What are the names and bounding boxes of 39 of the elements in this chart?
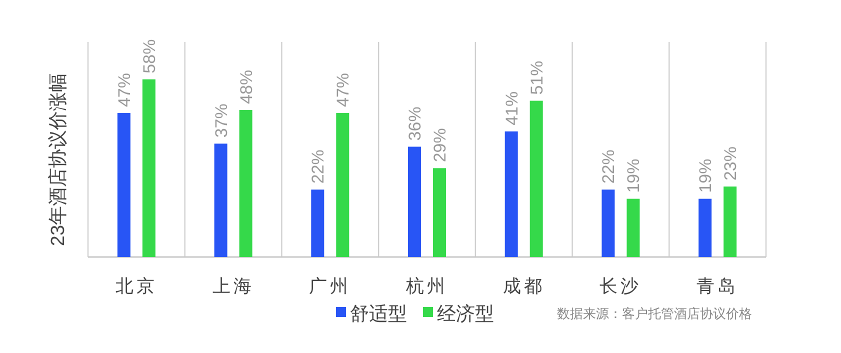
data-label: 19% — [696, 158, 716, 193]
bar — [530, 100, 543, 257]
data-label: 19% — [624, 158, 644, 193]
data-label: 22% — [308, 150, 328, 184]
bar — [239, 110, 252, 257]
data-label: 48% — [236, 70, 256, 104]
data-label: 36% — [406, 106, 424, 141]
x-tick-label: 上海 — [212, 276, 254, 296]
data-label: 58% — [140, 39, 159, 74]
x-tick-label: 杭州 — [405, 276, 448, 296]
x-tick-label: 北京 — [115, 276, 158, 296]
data-label: 23% — [721, 146, 740, 181]
data-label: 47% — [334, 72, 353, 108]
bar — [602, 190, 615, 257]
bar — [117, 113, 130, 257]
bar — [311, 190, 324, 257]
bar — [336, 113, 350, 257]
data-label: 29% — [430, 128, 450, 162]
bar — [408, 146, 421, 257]
legend-label: 经济型 — [437, 303, 494, 325]
bar — [724, 186, 737, 257]
bar — [214, 144, 228, 257]
data-label: 37% — [212, 104, 231, 138]
x-tick-label: 广州 — [309, 276, 352, 296]
bar — [698, 198, 712, 257]
source-note: 数据来源：客户托管酒店协议价格 — [557, 306, 752, 321]
x-tick-label: 青岛 — [696, 276, 739, 296]
bar — [504, 131, 518, 257]
legend-label: 舒适型 — [350, 304, 407, 325]
bar — [142, 79, 156, 257]
data-label: 51% — [527, 60, 546, 95]
y-axis-title: 23年酒店协议价涨幅 — [47, 72, 69, 246]
bar — [626, 198, 640, 257]
data-label: 41% — [502, 91, 522, 126]
data-label: 47% — [114, 72, 134, 108]
x-tick-label: 长沙 — [600, 276, 642, 296]
x-tick-label: 成都 — [502, 276, 545, 296]
bar — [433, 168, 446, 257]
data-label: 22% — [599, 150, 618, 184]
